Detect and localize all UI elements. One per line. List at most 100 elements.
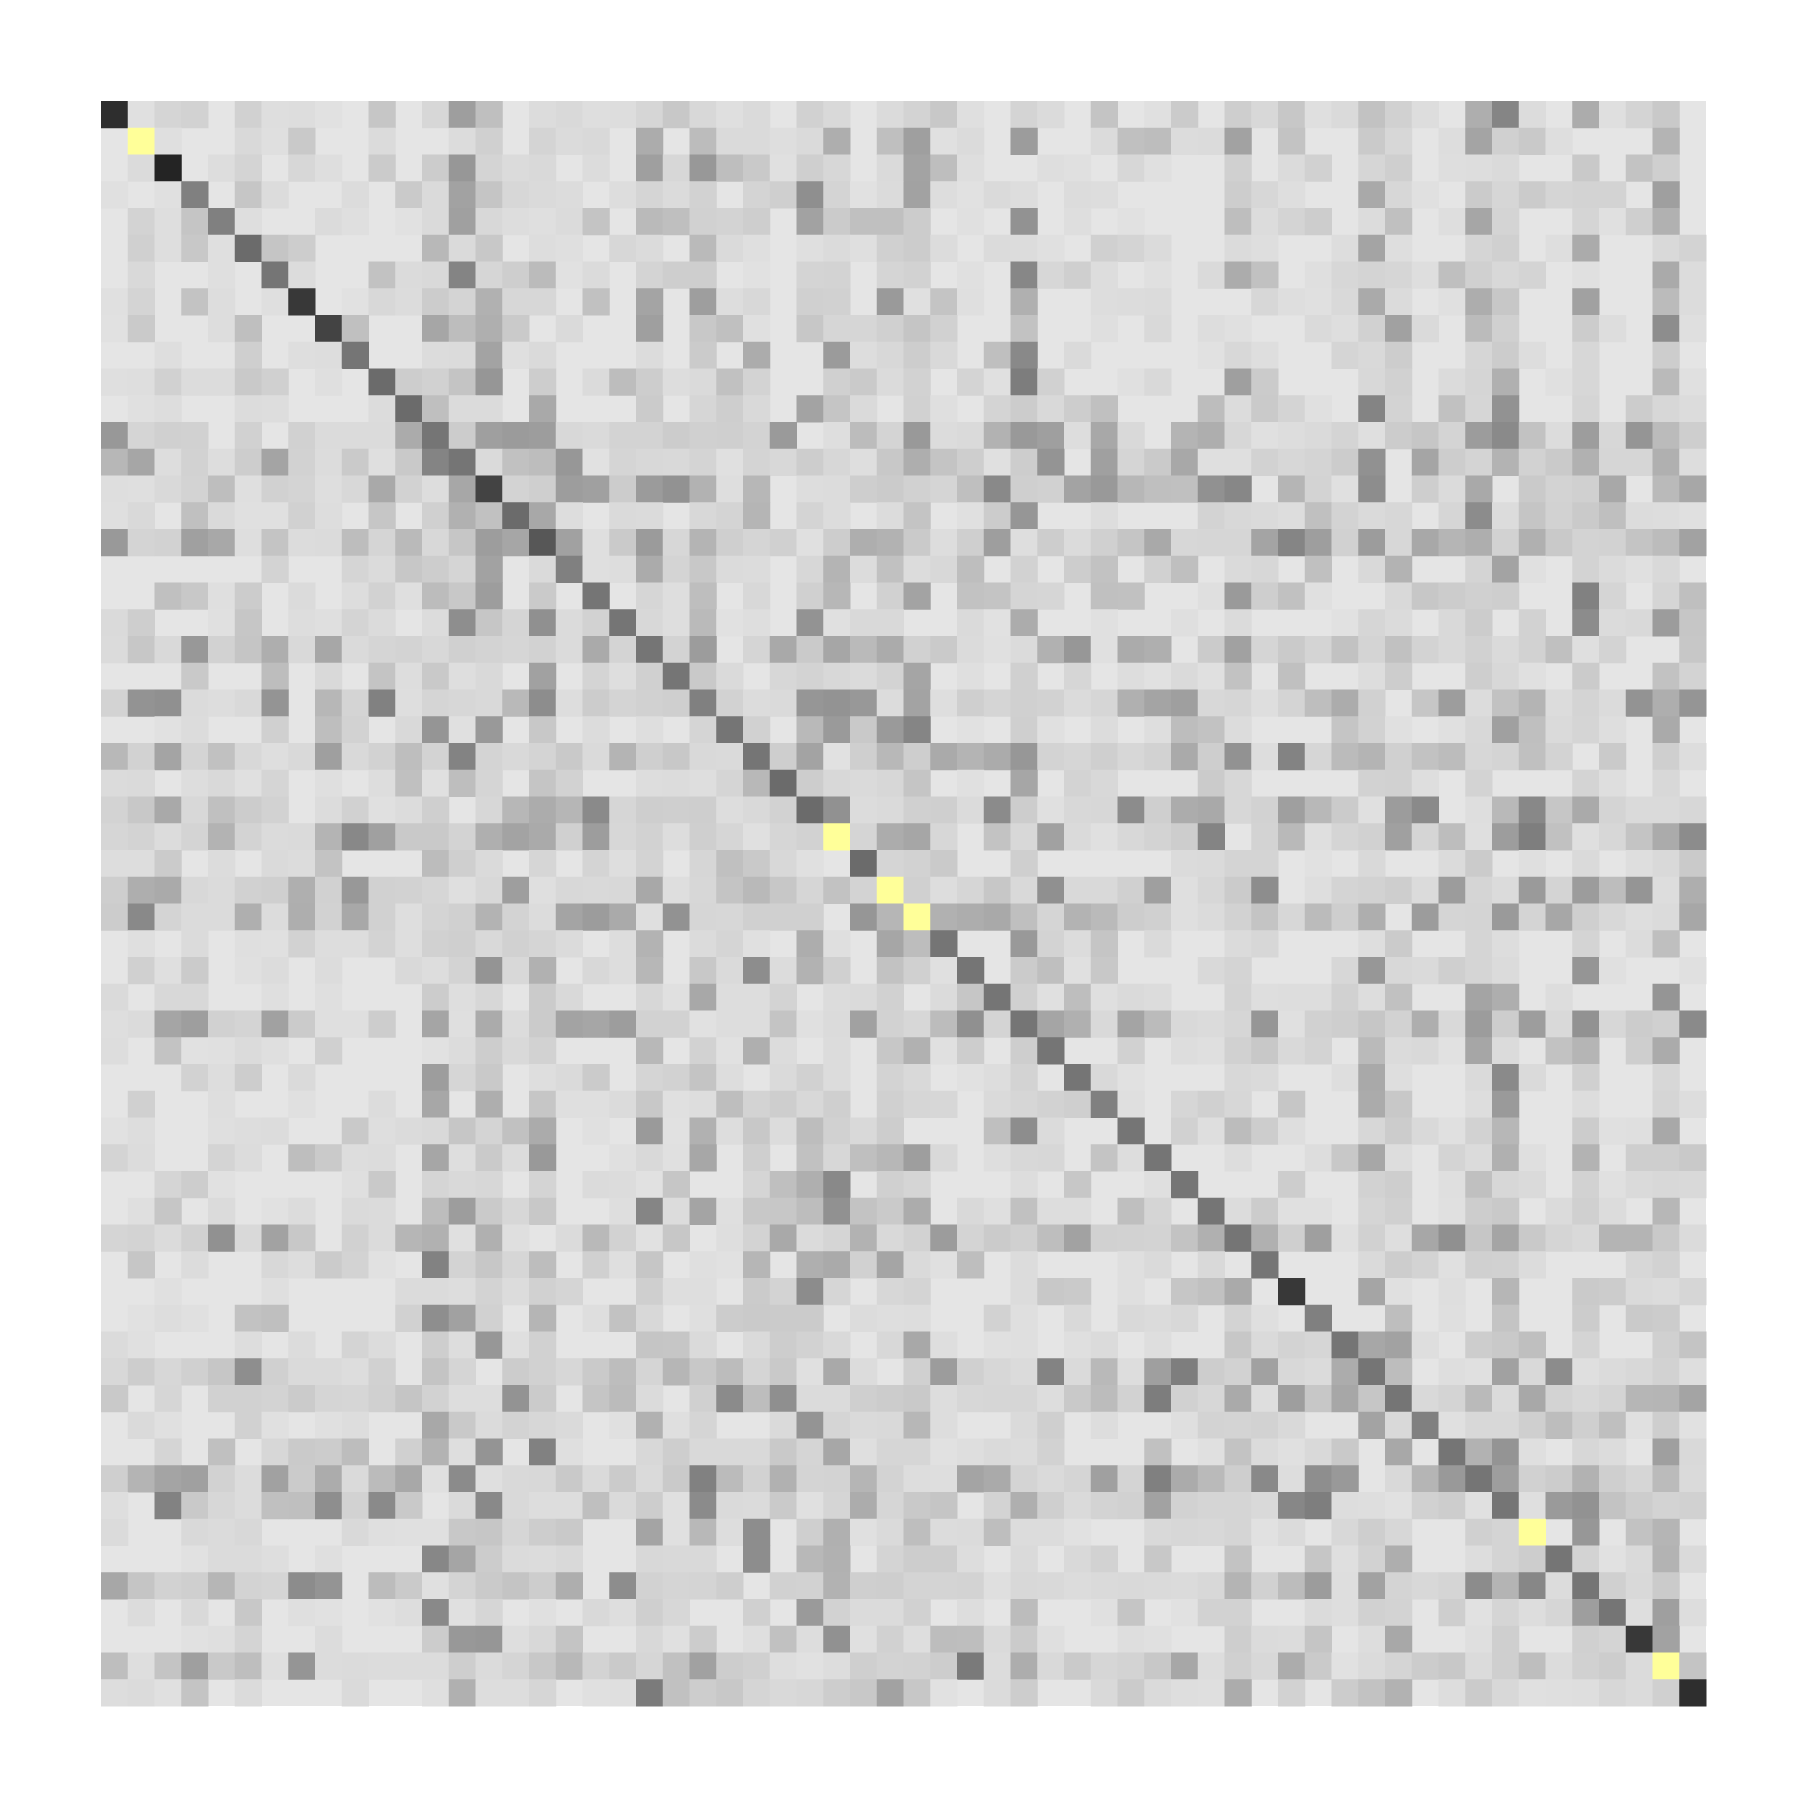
heatmap-cell: [1465, 529, 1493, 557]
heatmap-cell: [1438, 636, 1466, 664]
heatmap-cell: [1492, 689, 1520, 717]
heatmap-cell: [502, 903, 530, 931]
heatmap-cell: [609, 957, 637, 985]
heatmap-cell: [689, 983, 717, 1011]
heatmap-cell: [689, 582, 717, 610]
heatmap-cell: [529, 823, 557, 851]
heatmap-cell: [609, 555, 637, 583]
heatmap-cell: [1171, 1518, 1199, 1546]
heatmap-cell: [1599, 1171, 1627, 1199]
heatmap-cell: [1438, 876, 1466, 904]
heatmap-cell: [422, 769, 450, 797]
heatmap-cell: [181, 1518, 209, 1546]
heatmap-cell: [957, 368, 985, 396]
heatmap-cell: [823, 1652, 851, 1680]
heatmap-cell: [823, 689, 851, 717]
heatmap-cell: [609, 234, 637, 262]
heatmap-cell: [850, 181, 878, 209]
heatmap-cell: [1224, 555, 1252, 583]
heatmap-cell: [154, 475, 182, 503]
heatmap-cell: [1465, 823, 1493, 851]
heatmap-cell: [1304, 448, 1332, 476]
heatmap-cell: [850, 395, 878, 423]
heatmap-cell: [1599, 1572, 1627, 1600]
heatmap-cell: [1492, 1652, 1520, 1680]
heatmap-cell: [1518, 1144, 1546, 1172]
heatmap-cell: [689, 1037, 717, 1065]
heatmap-cell: [1492, 1304, 1520, 1332]
heatmap-cell: [1411, 769, 1439, 797]
heatmap-cell: [1572, 422, 1600, 450]
heatmap-cell: [422, 1010, 450, 1038]
heatmap-cell: [1545, 1224, 1573, 1252]
heatmap-cell: [341, 1331, 369, 1359]
heatmap-cell: [582, 823, 610, 851]
heatmap-cell: [448, 930, 476, 958]
heatmap-cell: [689, 876, 717, 904]
heatmap-cell: [769, 1438, 797, 1466]
heatmap-cell: [582, 208, 610, 236]
heatmap-cell: [1144, 1572, 1172, 1600]
heatmap-cell: [395, 689, 423, 717]
heatmap-cell: [502, 1224, 530, 1252]
heatmap-cell: [876, 1331, 904, 1359]
heatmap-cell: [422, 876, 450, 904]
heatmap-cell: [1438, 1171, 1466, 1199]
heatmap-cell: [208, 743, 236, 771]
heatmap-cell: [368, 154, 396, 182]
heatmap-cell: [823, 1599, 851, 1627]
heatmap-cell: [1679, 1652, 1707, 1680]
heatmap-cell: [288, 1197, 316, 1225]
heatmap-cell: [529, 1171, 557, 1199]
heatmap-cell: [1492, 1679, 1520, 1707]
heatmap-cell: [1090, 983, 1118, 1011]
heatmap-cell: [208, 448, 236, 476]
heatmap-cell: [1545, 1197, 1573, 1225]
heatmap-cell: [716, 903, 744, 931]
heatmap-cell: [796, 1064, 824, 1092]
heatmap-cell: [475, 529, 503, 557]
heatmap-cell: [662, 529, 690, 557]
heatmap-cell: [1652, 609, 1680, 637]
heatmap-cell: [1117, 876, 1145, 904]
heatmap-cell: [475, 876, 503, 904]
heatmap-cell: [101, 823, 129, 851]
heatmap-cell: [796, 609, 824, 637]
heatmap-cell: [1438, 448, 1466, 476]
heatmap-cell: [101, 1518, 129, 1546]
heatmap-cell: [127, 1144, 155, 1172]
heatmap-cell: [1679, 850, 1707, 878]
heatmap-cell: [315, 1358, 343, 1386]
heatmap-cell: [1625, 1037, 1653, 1065]
heatmap-cell: [1465, 422, 1493, 450]
heatmap-cell: [1652, 689, 1680, 717]
heatmap-cell: [448, 609, 476, 637]
heatmap-cell: [1625, 555, 1653, 583]
heatmap-cell: [529, 930, 557, 958]
heatmap-cell: [181, 1064, 209, 1092]
heatmap-cell: [876, 448, 904, 476]
heatmap-cell: [957, 636, 985, 664]
heatmap-cell: [395, 261, 423, 289]
heatmap-cell: [1438, 395, 1466, 423]
heatmap-cell: [368, 1144, 396, 1172]
heatmap-cell: [127, 903, 155, 931]
heatmap-cell: [609, 475, 637, 503]
heatmap-cell: [582, 850, 610, 878]
heatmap-cell: [1679, 529, 1707, 557]
heatmap-cell: [1492, 636, 1520, 664]
heatmap-cell: [1278, 1625, 1306, 1653]
heatmap-cell: [1438, 716, 1466, 744]
heatmap-cell: [341, 930, 369, 958]
heatmap-cell: [1518, 1492, 1546, 1520]
heatmap-cell: [1492, 1197, 1520, 1225]
heatmap-cell: [823, 796, 851, 824]
heatmap-cell: [288, 823, 316, 851]
heatmap-cell: [1465, 1438, 1493, 1466]
heatmap-cell: [1171, 743, 1199, 771]
heatmap-cell: [1518, 422, 1546, 450]
heatmap-cell: [903, 1144, 931, 1172]
heatmap-cell: [1679, 234, 1707, 262]
heatmap-cell: [261, 957, 289, 985]
heatmap-diagonal-cell: [1037, 1037, 1065, 1065]
